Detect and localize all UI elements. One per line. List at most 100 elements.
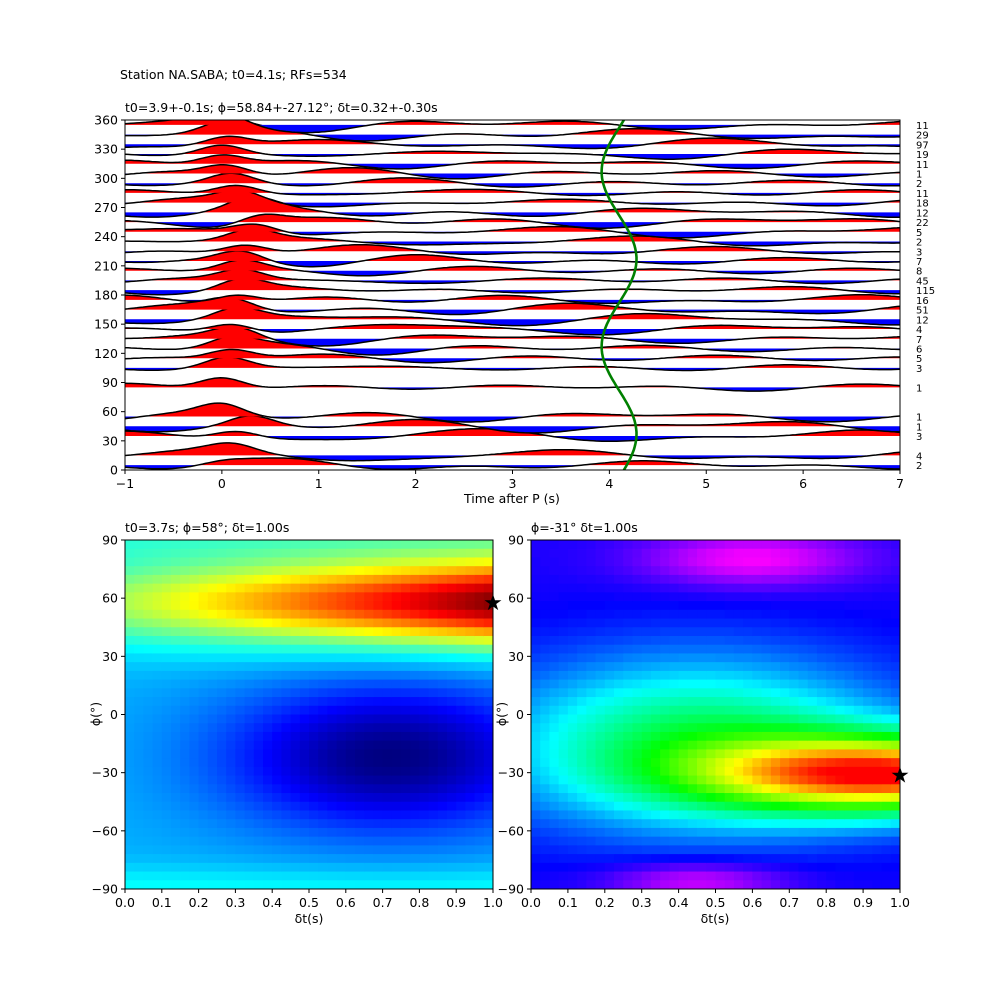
heatmap-cell (807, 749, 818, 759)
heatmap-cell (798, 662, 809, 672)
heatmap-cell (483, 583, 493, 593)
rf-trace-line (125, 135, 900, 150)
heatmap-cell (789, 845, 800, 855)
heatmap-cell (770, 801, 781, 812)
heatmap-cell (623, 836, 634, 846)
heatmap-cell (327, 635, 338, 646)
heatmap-cell (798, 775, 809, 785)
heatmap-cell (327, 679, 338, 689)
heatmap-cell (650, 854, 661, 864)
heatmap-cell (853, 871, 864, 881)
heatmap-cell (816, 836, 827, 846)
heatmap-cell (318, 793, 328, 803)
heatmap-cell (207, 766, 218, 777)
heatmap-cell (724, 557, 735, 567)
heatmap-cell (632, 644, 643, 655)
heatmap-cell (577, 635, 587, 646)
heatmap-cell (171, 627, 181, 637)
heatmap-cell (290, 845, 301, 855)
heatmap-cell (752, 749, 763, 759)
heatmap-cell (697, 810, 707, 820)
heatmap-cell (217, 635, 227, 646)
heatmap-cell (761, 566, 772, 576)
heatmap-cell (567, 854, 578, 864)
heatmap-cell (180, 862, 190, 873)
heatmap-cell (632, 635, 643, 646)
heatmap-cell (152, 670, 163, 681)
heatmap-cell (614, 679, 624, 689)
heatmap-cell (604, 766, 615, 777)
heatmap-cell (632, 862, 643, 873)
heatmap-cell (595, 592, 606, 602)
heatmap-cell (152, 548, 163, 559)
rf-pos-fill (125, 190, 900, 203)
heatmap-cell (780, 845, 790, 855)
heatmap-cell (217, 801, 227, 812)
heatmap-cell (540, 540, 551, 550)
heatmap-cell (669, 740, 680, 750)
heatmap-cell (715, 574, 726, 585)
heatmap-cell (281, 766, 292, 777)
heatmap-cell (226, 810, 236, 820)
heatmap-cell (336, 566, 347, 576)
heatmap-cell (401, 836, 411, 846)
heatmap-cell (604, 854, 615, 864)
heatmap-cell (632, 662, 643, 672)
heatmap-cell (706, 845, 717, 855)
heatmap-cell (299, 723, 310, 733)
heatmap-cell (724, 540, 735, 550)
heatmap-cell (650, 880, 661, 889)
heatmap-cell (853, 592, 864, 602)
heatmap-cell (336, 819, 347, 829)
heatmap-cell (835, 566, 846, 576)
heatmap-cell (253, 810, 264, 820)
heatmap-cell (881, 679, 892, 689)
heatmap-cell (189, 845, 200, 855)
heatmap-cell (567, 749, 578, 759)
rf-neg-fill (125, 154, 900, 160)
heatmap-cell (826, 662, 837, 672)
heatmap-cell (724, 627, 735, 637)
heatmap-cell (586, 714, 597, 724)
heatmap-cell (706, 540, 717, 550)
heatmap-cell (853, 749, 864, 759)
heatmap-cell (189, 583, 200, 593)
heatmap-cell (697, 574, 707, 585)
heatmap-cell (327, 714, 338, 724)
heatmap-cell (660, 688, 670, 698)
heatmap-cell (743, 627, 753, 637)
heatmap-cell (318, 592, 328, 602)
heatmap-cell (660, 775, 670, 785)
heatmap-cell (447, 819, 457, 829)
heatmap-cell (465, 854, 476, 864)
heatmap-cell (125, 714, 135, 724)
heatmap-cell (290, 880, 301, 889)
heatmap-cell (410, 819, 420, 829)
heatmap-cell (419, 749, 430, 759)
heatmap-cell (604, 670, 615, 681)
heatmap-cell (660, 548, 670, 559)
heatmap-cell (299, 827, 310, 838)
heatmap-cell (853, 609, 864, 620)
heatmap-cell (217, 880, 227, 889)
heatmap-cell (789, 819, 800, 829)
heatmap-cell (235, 697, 246, 707)
heatmap-cell (207, 758, 218, 768)
heatmap-cell (743, 697, 753, 707)
heatmap-cell (309, 540, 319, 550)
heatmap-cell (318, 775, 328, 785)
heatmap-cell (540, 749, 551, 759)
heatmap-cell (743, 592, 753, 602)
heatmap-cell (382, 880, 393, 889)
heatmap-cell (872, 740, 883, 750)
heatmap-cell (364, 731, 374, 742)
heatmap-cell (198, 819, 209, 829)
heatmap-cell (807, 775, 818, 785)
heatmap-cell (678, 801, 689, 812)
heatmap-cell (180, 740, 190, 750)
heatmap-cell (419, 670, 430, 681)
heatmap-cell (226, 836, 236, 846)
heatmap-cell (437, 793, 448, 803)
heatmap-cell (604, 635, 615, 646)
heatmap-cell (244, 609, 255, 620)
